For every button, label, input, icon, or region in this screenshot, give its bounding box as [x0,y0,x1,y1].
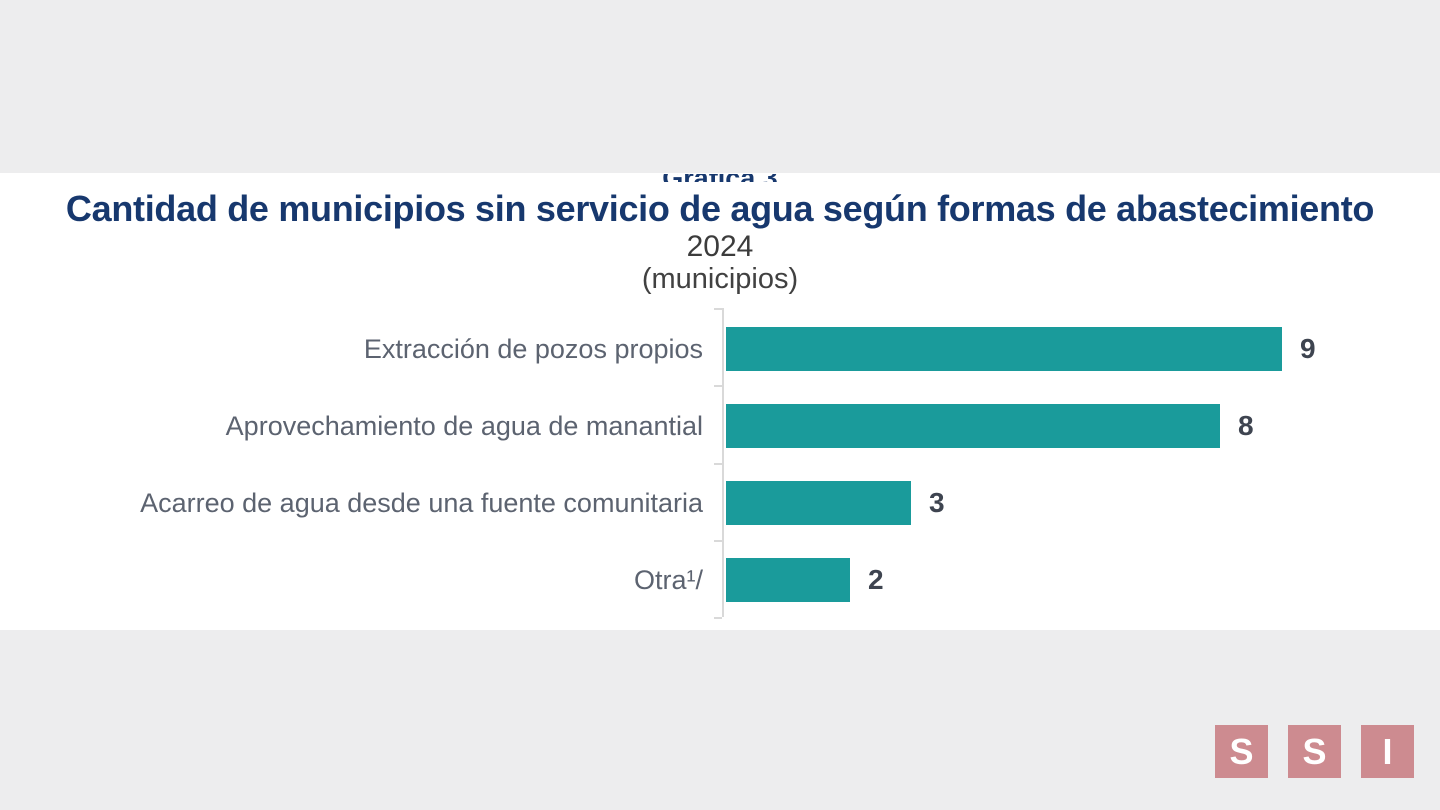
category-label: Aprovechamiento de agua de manantial [225,411,703,441]
axis-tick [714,385,722,387]
ssi-logo-letter-2: S [1302,730,1327,772]
ssi-logo-square-2: S [1288,725,1341,778]
ssi-logo-square-1: S [1215,725,1268,778]
value-label: 8 [1238,410,1254,441]
category-label: Acarreo de agua desde una fuente comunit… [140,488,703,518]
value-label: 9 [1300,333,1316,364]
ssi-logo: S S I [1215,725,1414,778]
chart-panel [0,173,1440,630]
chart-subtitle-year: 2024 [686,230,754,263]
bar [726,404,1220,448]
y-axis-line [722,308,724,617]
ssi-logo-letter-1: S [1229,730,1254,772]
axis-tick [714,308,722,310]
axis-tick [714,463,722,465]
chart-unit-label: (municipios) [641,263,799,295]
category-label: Extracción de pozos propios [363,334,703,364]
ssi-logo-square-3: I [1361,725,1414,778]
bar [726,481,911,525]
axis-tick [714,540,722,542]
value-label: 3 [929,487,945,518]
cropped-figure-label-text: Gráfica 3 [662,174,778,182]
chart-title: Cantidad de municipios sin servicio de a… [65,188,1375,229]
bar [726,558,850,602]
bar [726,327,1282,371]
ssi-logo-letter-3: I [1382,730,1393,772]
cropped-figure-label: Gráfica 3 [0,174,1440,182]
axis-tick [714,617,722,619]
category-label: Otra¹/ [633,565,703,595]
value-label: 2 [868,564,884,595]
